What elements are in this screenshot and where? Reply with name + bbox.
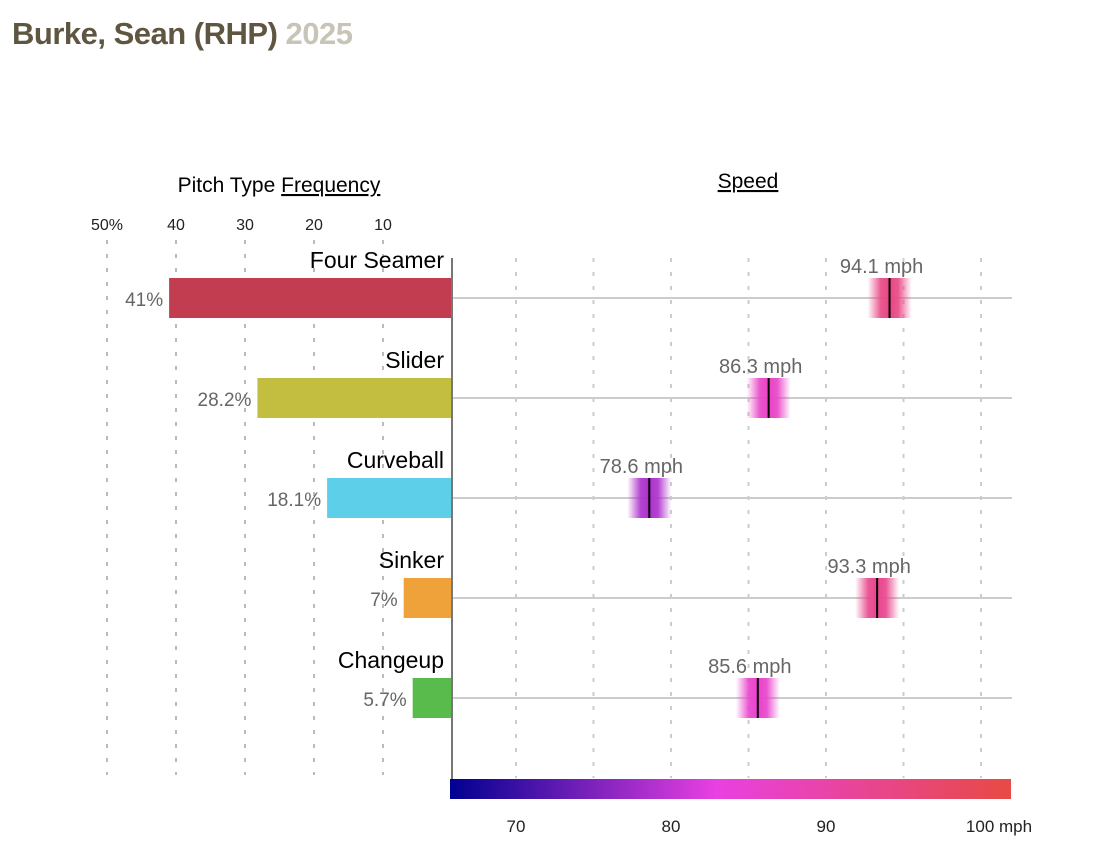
pitch-row: Sinker 7% 93.3 mph <box>370 547 1012 618</box>
frequency-value-label: 18.1% <box>267 490 321 511</box>
player-name: Burke, Sean (RHP) <box>12 16 278 51</box>
frequency-value-label: 41% <box>125 290 163 311</box>
speed-value-label: 94.1 mph <box>840 256 923 278</box>
frequency-value-label: 28.2% <box>198 390 252 411</box>
frequency-tick-label: 10 <box>374 217 392 234</box>
speed-title[interactable]: Speed <box>718 170 779 193</box>
pitch-row: Slider 28.2% 86.3 mph <box>198 347 1012 418</box>
speed-tick-label: 80 <box>662 817 681 836</box>
page-title: Burke, Sean (RHP) 2025 <box>12 16 353 52</box>
frequency-bar[interactable] <box>257 378 452 418</box>
frequency-title: Pitch Type Frequency <box>178 174 381 197</box>
frequency-bar[interactable] <box>327 478 452 518</box>
frequency-value-label: 5.7% <box>363 690 406 711</box>
frequency-tick-label: 30 <box>236 217 254 234</box>
speed-tick-label: 70 <box>507 817 526 836</box>
frequency-tick-label: 50% <box>91 217 123 234</box>
pitch-row: Changeup 5.7% 85.6 mph <box>338 647 1012 718</box>
pitch-type-label: Four Seamer <box>310 247 445 273</box>
pitch-type-label: Slider <box>385 347 444 373</box>
frequency-value-label: 7% <box>370 590 398 611</box>
speed-tick-label: 90 <box>817 817 836 836</box>
frequency-link[interactable]: Frequency <box>281 174 381 197</box>
speed-value-label: 78.6 mph <box>600 456 683 478</box>
frequency-bar[interactable] <box>403 578 452 618</box>
pitch-row: Four Seamer 41% 94.1 mph <box>125 247 1012 318</box>
frequency-tick-label: 20 <box>305 217 323 234</box>
frequency-bar[interactable] <box>412 678 452 718</box>
frequency-tick-label: 40 <box>167 217 185 234</box>
pitch-type-label: Changeup <box>338 647 444 673</box>
frequency-bar[interactable] <box>169 278 452 318</box>
speed-tick-label: 100 mph <box>966 817 1032 836</box>
pitch-type-label: Sinker <box>379 547 445 573</box>
pitch-row: Curveball 18.1% 78.6 mph <box>267 447 1012 518</box>
speed-value-label: 93.3 mph <box>827 556 910 578</box>
pitch-type-label: Curveball <box>347 447 444 473</box>
speed-value-label: 86.3 mph <box>719 356 802 378</box>
season-year: 2025 <box>285 16 353 51</box>
speed-value-label: 85.6 mph <box>708 656 791 678</box>
speed-colorbar <box>450 779 1011 799</box>
